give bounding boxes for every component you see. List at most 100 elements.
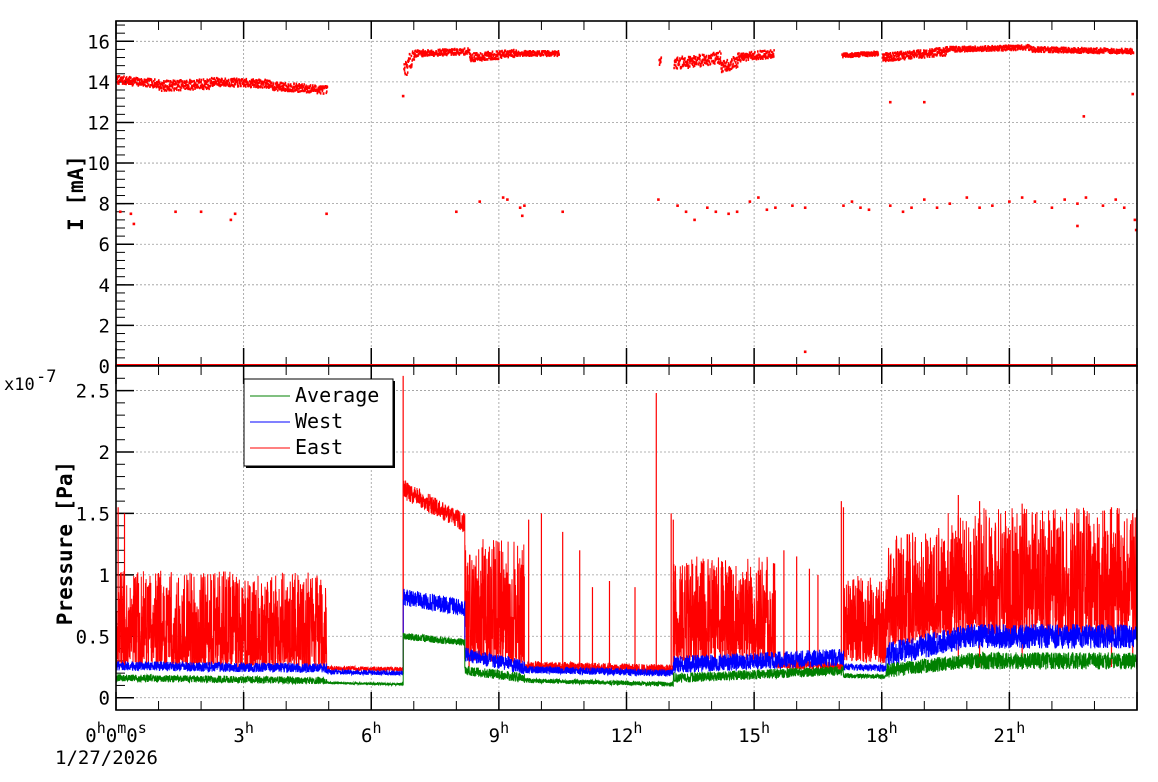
- y-tick-label: 0: [99, 356, 110, 378]
- legend-label-average: Average: [295, 383, 379, 407]
- current-data-point: [1082, 115, 1086, 118]
- current-data-point: [561, 210, 564, 214]
- current-data-point: [132, 222, 136, 226]
- y-tick-label: 16: [87, 31, 110, 53]
- current-data-point: [706, 206, 709, 210]
- y-tick-label: 0: [99, 688, 110, 710]
- current-data-point: [1033, 200, 1037, 203]
- current-data-point: [850, 200, 854, 203]
- current-data-point: [1008, 200, 1011, 203]
- current-data-point: [978, 206, 981, 210]
- current-data-point: [657, 198, 660, 201]
- current-data-point: [455, 210, 458, 214]
- current-data-point: [118, 210, 122, 214]
- current-data-point: [867, 208, 871, 212]
- current-data-point: [1020, 196, 1024, 199]
- x-tick-label: 15h: [738, 719, 770, 747]
- current-data-point: [965, 196, 969, 199]
- current-data-point: [478, 200, 482, 203]
- current-data-point: [803, 350, 807, 354]
- current-data-point: [1114, 198, 1118, 201]
- y-tick-label: 12: [87, 112, 110, 134]
- current-data-point: [748, 200, 752, 203]
- current-data-point: [1133, 218, 1137, 222]
- legend-shadow-bottom: [246, 466, 395, 468]
- current-data-point: [518, 206, 522, 210]
- current-data-point: [229, 218, 233, 222]
- current-data-point: [676, 204, 679, 207]
- current-data-point: [1131, 92, 1135, 96]
- pressure-y-axis-title: Pressure [Pa]: [53, 461, 77, 625]
- current-panel: 0 2 4 6 8 10 12 14 16: [87, 20, 1138, 378]
- pressure-exponent-label: x10: [4, 375, 35, 395]
- y-tick-label: 2.5: [76, 381, 110, 403]
- pressure-series-west: [116, 588, 1137, 677]
- x-tick-label: 12h: [611, 719, 643, 747]
- x-tick-label: 9h: [489, 719, 509, 747]
- legend: Average West East: [243, 378, 395, 468]
- current-data-point: [1063, 198, 1066, 201]
- current-data-point: [1134, 228, 1137, 232]
- legend-shadow-right: [393, 381, 395, 468]
- current-data-point: [1101, 204, 1105, 207]
- current-data-point: [765, 208, 769, 212]
- current-data-point: [1076, 202, 1079, 205]
- current-data-point: [888, 204, 892, 207]
- x-tick-label: 21h: [993, 719, 1025, 747]
- current-data-point: [803, 206, 807, 210]
- current-data-point: [520, 214, 524, 218]
- current-zero-line: [116, 364, 1137, 366]
- current-data-point: [129, 212, 133, 216]
- current-series-points: [116, 43, 1135, 95]
- y-tick-label: 14: [87, 72, 110, 94]
- y-tick-label: 1.5: [76, 503, 110, 525]
- x-tick-label: 18h: [866, 719, 898, 747]
- current-data-point: [199, 210, 203, 214]
- current-data-point: [1076, 224, 1079, 228]
- data-layer: [116, 375, 1137, 688]
- current-data-point: [922, 198, 926, 201]
- current-data-point: [901, 210, 905, 214]
- current-data-point: [922, 100, 926, 104]
- current-data-point: [859, 206, 862, 210]
- current-data-point: [791, 204, 794, 207]
- y-tick-label: 6: [99, 234, 110, 256]
- current-data-point: [693, 218, 696, 222]
- date-label: 1/27/2026: [55, 747, 158, 769]
- y-tick-label: 1: [99, 565, 110, 587]
- y-tick-label: 2: [99, 315, 110, 337]
- pressure-series-average: [116, 632, 1137, 688]
- data-layer: [116, 43, 1137, 366]
- legend-label-east: East: [295, 435, 343, 459]
- current-data-point: [1050, 206, 1054, 210]
- current-y-axis-title: I [mA]: [64, 155, 88, 231]
- current-data-point: [523, 204, 526, 207]
- current-data-point: [935, 206, 939, 210]
- current-data-point: [233, 212, 237, 216]
- current-data-point: [991, 204, 994, 207]
- pressure-exponent-power: -7: [36, 367, 56, 387]
- current-data-point: [174, 210, 177, 214]
- current-data-point: [757, 196, 760, 199]
- legend-label-west: West: [295, 409, 343, 433]
- y-tick-label: 4: [99, 275, 110, 297]
- y-tick-label: 0.5: [76, 626, 110, 648]
- current-data-point: [888, 100, 892, 104]
- plot-frame: [115, 365, 1138, 711]
- current-data-point: [501, 196, 505, 199]
- current-data-point: [735, 210, 739, 214]
- x-tick-label: 0h0m0s: [85, 719, 146, 747]
- y-tick-label: 8: [99, 194, 110, 216]
- y-tick-label: 2: [99, 442, 110, 464]
- x-tick-label: 3h: [233, 719, 253, 747]
- current-data-point: [1122, 206, 1126, 210]
- current-data-point: [910, 206, 913, 210]
- current-data-point: [1084, 196, 1088, 199]
- pressure-panel: 0 0.5 1 1.5 2 2.5 0h0m0s 3h 6h 9h 12h 15h 18h 21h: [76, 365, 1138, 747]
- current-data-point: [325, 212, 328, 216]
- current-data-point: [684, 210, 688, 214]
- current-data-point: [401, 94, 405, 98]
- current-data-point: [714, 210, 718, 214]
- x-tick-label: 6h: [361, 719, 381, 747]
